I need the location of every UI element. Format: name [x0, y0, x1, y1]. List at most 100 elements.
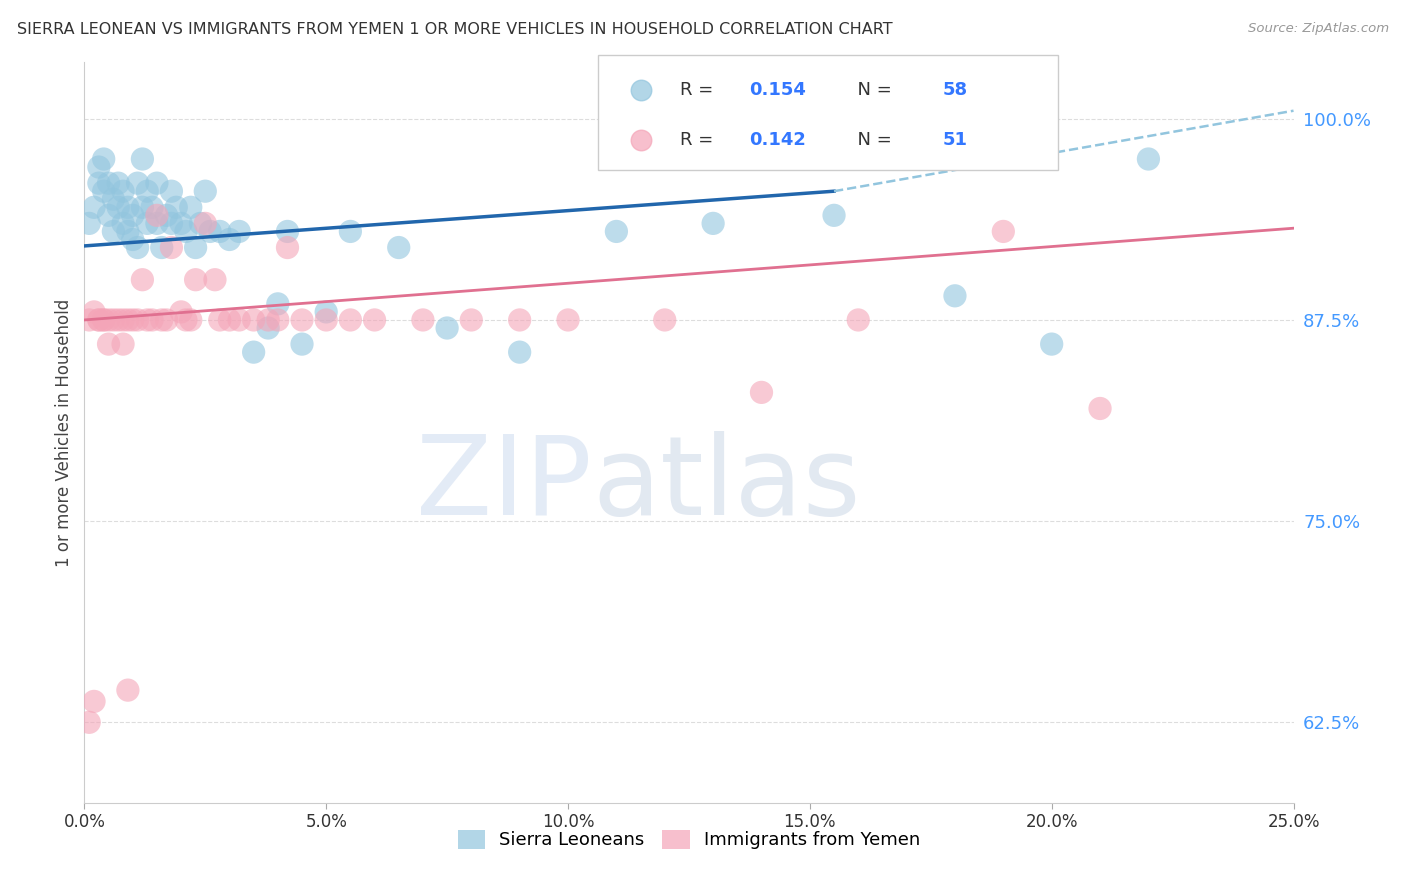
- Y-axis label: 1 or more Vehicles in Household: 1 or more Vehicles in Household: [55, 299, 73, 566]
- Point: [77, 313, 100, 327]
- Point: [605, 224, 627, 238]
- Point: [117, 200, 139, 214]
- Point: [107, 200, 129, 214]
- Point: [1088, 401, 1111, 416]
- Point: [112, 337, 135, 351]
- Text: 58: 58: [943, 81, 967, 99]
- Point: [87, 313, 110, 327]
- Point: [150, 240, 173, 254]
- Point: [170, 216, 193, 230]
- Point: [436, 321, 458, 335]
- Point: [1137, 152, 1160, 166]
- Point: [87, 160, 110, 174]
- Point: [77, 216, 100, 230]
- Point: [315, 305, 337, 319]
- Text: atlas: atlas: [592, 431, 860, 538]
- Point: [155, 208, 177, 222]
- Point: [184, 240, 207, 254]
- Point: [208, 313, 231, 327]
- Point: [194, 216, 217, 230]
- Point: [194, 184, 217, 198]
- Text: 0.142: 0.142: [749, 131, 806, 149]
- Point: [131, 200, 153, 214]
- Point: [165, 200, 187, 214]
- Point: [146, 176, 169, 190]
- Text: 0.154: 0.154: [749, 81, 806, 99]
- Point: [117, 683, 139, 698]
- Point: [93, 313, 115, 327]
- Point: [242, 313, 264, 327]
- Point: [83, 305, 105, 319]
- Point: [339, 224, 361, 238]
- Point: [180, 200, 202, 214]
- Point: [509, 345, 531, 359]
- Point: [460, 313, 482, 327]
- Point: [943, 289, 966, 303]
- Point: [112, 313, 135, 327]
- Point: [127, 176, 149, 190]
- Point: [751, 385, 773, 400]
- Point: [218, 232, 240, 246]
- Point: [654, 313, 676, 327]
- Point: [97, 313, 120, 327]
- Point: [127, 313, 149, 327]
- Point: [103, 313, 125, 327]
- Point: [993, 224, 1015, 238]
- Point: [315, 313, 337, 327]
- Point: [363, 313, 385, 327]
- Point: [107, 313, 129, 327]
- Point: [103, 224, 125, 238]
- Point: [291, 313, 314, 327]
- Point: [198, 224, 221, 238]
- Point: [131, 273, 153, 287]
- Point: [97, 337, 120, 351]
- Point: [146, 208, 169, 222]
- Point: [509, 313, 531, 327]
- Point: [93, 152, 115, 166]
- Point: [388, 240, 411, 254]
- Point: [242, 345, 264, 359]
- Point: [97, 208, 120, 222]
- Point: [267, 297, 290, 311]
- Point: [339, 313, 361, 327]
- Point: [846, 313, 869, 327]
- Point: [228, 313, 250, 327]
- Text: 51: 51: [943, 131, 967, 149]
- Point: [121, 232, 143, 246]
- Point: [103, 192, 125, 206]
- Point: [117, 313, 139, 327]
- Point: [136, 313, 159, 327]
- Point: [121, 313, 143, 327]
- Point: [121, 208, 143, 222]
- Point: [136, 184, 159, 198]
- Point: [257, 321, 280, 335]
- Point: [276, 240, 298, 254]
- Point: [141, 200, 163, 214]
- Point: [557, 313, 579, 327]
- Text: N =: N =: [846, 81, 897, 99]
- Point: [184, 273, 207, 287]
- Point: [160, 184, 183, 198]
- Point: [77, 715, 100, 730]
- Point: [412, 313, 434, 327]
- Text: N =: N =: [846, 131, 897, 149]
- Point: [136, 216, 159, 230]
- Text: SIERRA LEONEAN VS IMMIGRANTS FROM YEMEN 1 OR MORE VEHICLES IN HOUSEHOLD CORRELAT: SIERRA LEONEAN VS IMMIGRANTS FROM YEMEN …: [17, 22, 893, 37]
- Point: [160, 240, 183, 254]
- Point: [257, 313, 280, 327]
- Point: [87, 176, 110, 190]
- Point: [97, 176, 120, 190]
- Point: [267, 313, 290, 327]
- Point: [131, 152, 153, 166]
- Point: [823, 208, 845, 222]
- Point: [107, 176, 129, 190]
- Point: [127, 240, 149, 254]
- Point: [117, 224, 139, 238]
- Point: [146, 216, 169, 230]
- Point: [87, 313, 110, 327]
- Point: [174, 313, 197, 327]
- Point: [93, 184, 115, 198]
- Text: R =: R =: [681, 81, 720, 99]
- Point: [190, 216, 212, 230]
- Point: [83, 200, 105, 214]
